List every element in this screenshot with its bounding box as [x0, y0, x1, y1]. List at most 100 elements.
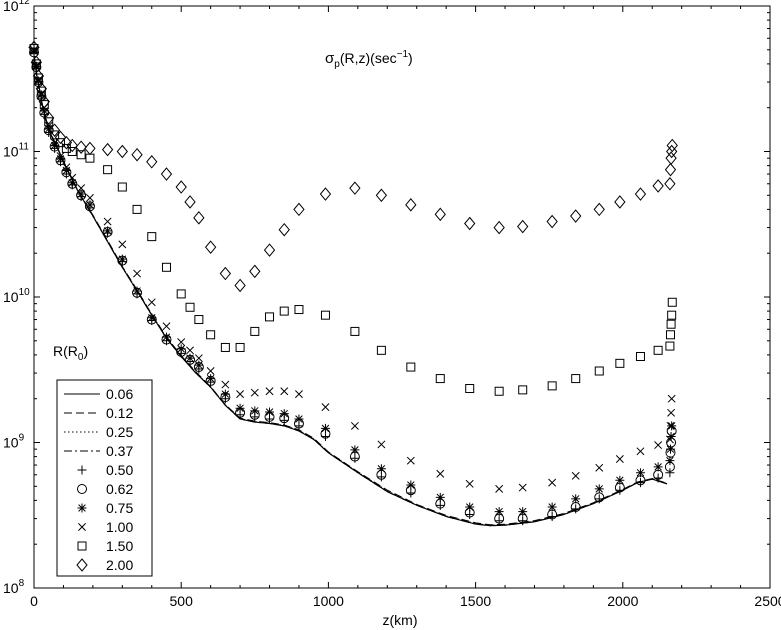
data-point — [653, 462, 663, 472]
legend-label: 0.06 — [106, 386, 133, 402]
data-point — [634, 187, 647, 201]
data-point — [32, 69, 45, 83]
data-point — [666, 431, 676, 441]
data-point — [546, 214, 558, 229]
data-point — [350, 326, 360, 336]
data-point — [667, 408, 676, 417]
data-point — [234, 278, 246, 293]
data-point — [465, 479, 474, 488]
legend-item: 0.50 — [77, 462, 133, 478]
data-point — [206, 330, 216, 340]
data-point — [654, 441, 663, 450]
data-point — [665, 330, 675, 340]
data-point — [495, 484, 504, 493]
legend-swatch — [77, 484, 87, 494]
data-point — [406, 362, 416, 372]
data-point — [547, 512, 557, 522]
data-point — [31, 61, 41, 71]
data-point — [614, 195, 626, 209]
data-point — [235, 403, 245, 413]
data-point — [220, 342, 230, 352]
x-tick-label: 1000 — [313, 593, 344, 609]
data-point — [66, 138, 78, 153]
data-point — [184, 195, 196, 209]
data-point — [518, 516, 528, 526]
data-point — [664, 162, 677, 177]
data-point — [44, 117, 54, 127]
data-point — [161, 332, 171, 342]
data-point — [67, 147, 77, 156]
data-point — [571, 494, 581, 504]
data-point — [39, 100, 49, 110]
data-point — [571, 374, 581, 384]
data-point — [117, 254, 127, 264]
legend-title: R(R0) — [53, 343, 88, 363]
data-point — [666, 421, 675, 430]
data-point — [61, 143, 71, 153]
data-point — [493, 220, 505, 235]
data-point — [39, 106, 49, 116]
data-point — [147, 298, 156, 307]
data-point — [118, 240, 127, 249]
legend-label: 1.00 — [106, 519, 133, 535]
x-tick-label: 2500 — [754, 593, 781, 609]
data-point — [131, 147, 143, 162]
x-tick-label: 1500 — [460, 593, 491, 609]
legend-item: 0.12 — [64, 405, 133, 421]
data-point — [664, 176, 676, 191]
data-point — [103, 165, 113, 175]
data-point — [55, 138, 65, 148]
data-point — [517, 219, 529, 234]
data-point — [350, 421, 359, 430]
data-point — [518, 483, 527, 492]
data-point — [176, 289, 186, 299]
data-point — [666, 319, 676, 329]
data-point — [76, 150, 86, 160]
data-point — [249, 264, 261, 279]
data-point — [185, 302, 195, 312]
data-point — [219, 266, 232, 281]
legend-label: 1.50 — [106, 538, 133, 554]
data-point — [652, 179, 664, 193]
data-point — [594, 484, 604, 494]
data-point — [176, 344, 186, 354]
y-tick-label: 1012 — [3, 0, 30, 14]
data-point — [464, 216, 476, 231]
data-point — [43, 111, 55, 125]
data-point — [193, 211, 205, 225]
data-point — [548, 478, 557, 487]
y-tick-label: 109 — [3, 433, 25, 451]
series-group — [28, 40, 678, 527]
y-tick-label: 1011 — [3, 142, 29, 160]
data-point — [595, 463, 604, 472]
data-point — [518, 507, 528, 517]
data-point — [319, 187, 332, 201]
data-point — [116, 144, 128, 159]
x-axis-label: z(km) — [383, 612, 418, 628]
data-point — [435, 492, 445, 502]
data-point — [61, 166, 71, 176]
data-point — [435, 374, 445, 384]
data-point — [162, 322, 171, 331]
data-point — [85, 200, 95, 210]
data-point — [667, 310, 677, 320]
data-point — [321, 403, 330, 412]
axis-ticks: 0 500 1000 1500 2000 2500 108 109 1010 1011 1012 — [3, 0, 781, 609]
legend-item: 0.37 — [64, 443, 133, 459]
data-point — [206, 367, 215, 375]
data-point — [518, 385, 528, 395]
data-point — [636, 447, 645, 456]
data-point — [250, 388, 259, 397]
legend-item: 0.06 — [64, 386, 133, 402]
data-point — [436, 469, 445, 478]
x-tick-label: 500 — [170, 593, 194, 609]
data-point — [263, 243, 276, 257]
data-point — [76, 189, 86, 199]
data-point — [666, 144, 678, 159]
data-point — [30, 55, 43, 70]
data-point — [376, 345, 386, 355]
data-point — [220, 389, 230, 399]
data-point — [280, 387, 289, 396]
data-point — [320, 431, 330, 441]
data-point — [160, 167, 173, 181]
